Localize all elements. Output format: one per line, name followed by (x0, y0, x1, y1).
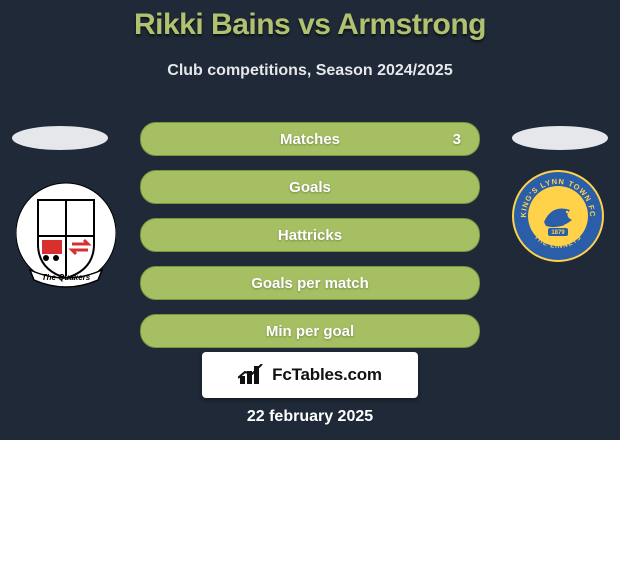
stats-table: Matches 3 Goals Hattricks Goals per matc… (140, 122, 480, 362)
page-title: Rikki Bains vs Armstrong (0, 8, 620, 42)
club-crest-right: KING'S LYNN TOWN FC THE LINNETS 1879 SIN… (512, 170, 604, 262)
stat-row-hattricks: Hattricks (140, 218, 480, 252)
stat-label: Hattricks (278, 227, 342, 244)
player-right-ellipse (512, 126, 608, 150)
stat-label: Goals per match (251, 275, 369, 292)
stat-row-matches: Matches 3 (140, 122, 480, 156)
round-badge-icon: KING'S LYNN TOWN FC THE LINNETS 1879 SIN… (512, 170, 604, 262)
svg-text:1879: 1879 (551, 230, 565, 236)
club-crest-left: The Quakers (16, 178, 116, 288)
stat-label: Min per goal (266, 323, 354, 340)
brand-text: FcTables.com (272, 365, 382, 385)
stat-label: Goals (289, 179, 331, 196)
bar-chart-icon (238, 364, 266, 386)
brand-attribution: FcTables.com (202, 352, 418, 398)
player-left-ellipse (12, 126, 108, 150)
footer-date: 22 february 2025 (0, 408, 620, 426)
shield-icon: The Quakers (16, 178, 116, 288)
stat-row-mpg: Min per goal (140, 314, 480, 348)
stat-row-gpm: Goals per match (140, 266, 480, 300)
stat-value-right: 3 (453, 131, 461, 148)
comparison-card: Rikki Bains vs Armstrong Club competitio… (0, 0, 620, 440)
page-subtitle: Club competitions, Season 2024/2025 (0, 62, 620, 80)
svg-text:SINCE: SINCE (552, 222, 565, 227)
stat-label: Matches (280, 131, 340, 148)
svg-text:The Quakers: The Quakers (42, 273, 91, 282)
stat-row-goals: Goals (140, 170, 480, 204)
